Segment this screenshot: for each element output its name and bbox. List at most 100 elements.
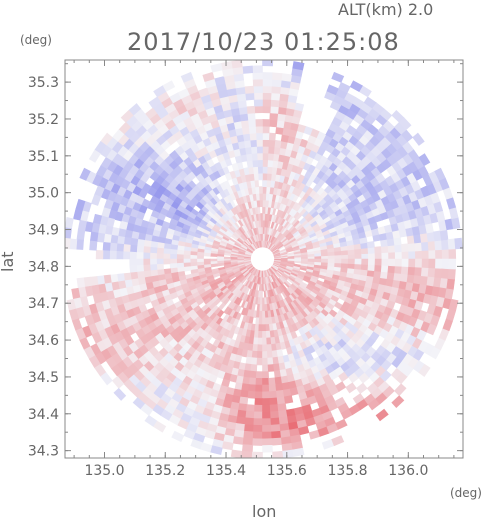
radar-cell [406,273,415,284]
radar-cell [253,337,259,346]
radar-cell [262,391,271,399]
radar-cell [421,249,430,260]
radar-cell [253,411,263,420]
radar-cell [260,290,263,299]
radar-cell [393,272,402,282]
radar-cell [447,238,456,250]
y-axis-label: lat [0,251,17,272]
radar-cell [262,166,268,174]
radar-cell [262,404,271,413]
radar-cell [367,258,376,266]
radar-cell [400,265,409,275]
radar-cell [271,72,283,81]
radar-cell [283,395,294,404]
radar-cell [391,395,405,409]
radar-cell [272,153,280,162]
radar-cell [269,404,279,413]
x-tick-label: 135.0 [84,463,124,479]
radar-cell [149,246,158,254]
radar-cell [252,78,263,87]
radar-cell [334,254,342,260]
radar-cell [335,418,348,430]
radar-cell [373,270,382,279]
radar-cell [113,387,127,401]
radar-cell [120,109,134,123]
radar-cell [262,337,268,346]
radar-cell [259,310,263,319]
radar-cell [276,389,285,399]
radar-cell [270,424,281,433]
radar-cell [255,377,263,386]
radar-cell [414,250,423,260]
radar-cell [267,152,274,161]
radar-cell [271,430,282,439]
radar-cell [251,350,258,359]
y-unit-label: (deg) [20,33,52,47]
radar-cell [391,109,405,123]
radar-cell [394,265,403,274]
radar-cell [412,132,425,146]
radar-cell [243,257,251,260]
radar-cell [275,126,284,135]
radar-cell [380,271,389,280]
y-tick-label: 34.8 [28,259,59,275]
plot-frame [64,59,464,459]
radar-cell [241,65,254,74]
y-tick-label: 34.6 [28,333,59,349]
y-tick-label: 34.7 [28,296,59,312]
radar-cell [183,250,191,256]
radar-cell [247,390,256,399]
radar-cell [441,258,450,270]
radar-cell [421,258,430,269]
radar-cell [258,186,263,194]
radar-cell [269,119,278,128]
radar-cell [374,258,383,266]
radar-cell [262,364,269,373]
radar-cell [257,172,263,181]
radar-cell [401,258,410,268]
radar-cell [153,420,167,433]
radar-cell [341,254,349,260]
x-tick-label: 135.2 [145,463,185,479]
radar-cell [255,371,263,379]
radar-cell [366,241,375,249]
radar-cell [242,437,254,446]
radar-cell [210,63,223,73]
radar-cell [89,231,99,242]
radar-cell [262,179,267,188]
radar-cell [230,449,243,458]
radar-cell [262,411,272,420]
radar-cell [216,262,225,267]
radar-cell [262,132,270,141]
radar-cell [381,258,389,266]
radar-cell [116,235,125,245]
radar-cell [245,356,253,365]
radar-cell [269,397,279,406]
radar-cell [388,258,396,267]
radar-cell [91,194,102,206]
radar-cell [252,344,259,352]
radar-cell [102,250,111,260]
radar-cell [255,384,263,393]
radar-cell [292,447,305,457]
radar-cell [142,246,151,254]
radar-cell [245,410,255,419]
radar-cell [427,267,436,278]
radar-cell [252,431,263,440]
radar-cell [435,249,443,260]
radar-cell [262,78,273,87]
radar-cell [262,145,269,154]
radar-cell [270,92,281,101]
radar-cell [270,417,281,426]
radar-cell [262,438,273,446]
radar-cell [374,246,383,254]
radar-cell [268,132,277,141]
radar-cell [122,251,131,260]
radar-cell [247,119,256,128]
radar-cell [176,254,184,260]
radar-cell [361,253,369,260]
radar-cell [262,384,270,393]
radar-cell [354,263,362,270]
radar-cell [334,258,342,264]
